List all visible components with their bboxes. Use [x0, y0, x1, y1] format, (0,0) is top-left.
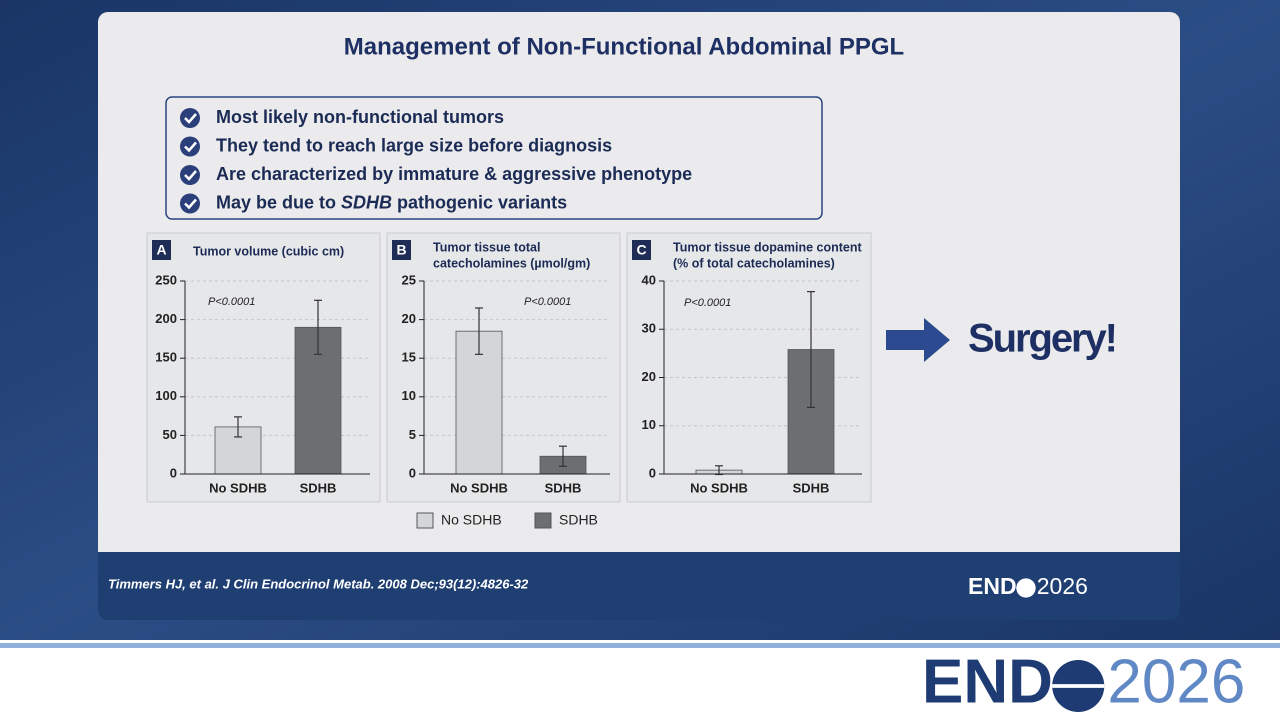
- annotation: P<0.0001: [524, 296, 571, 308]
- chart-title: Tumor tissue dopamine content: [673, 240, 863, 254]
- legend-swatch: [416, 512, 434, 529]
- chart-title: Tumor volume (cubic cm): [193, 244, 344, 258]
- y-tick-label: 100: [155, 388, 177, 403]
- bullet-box: [165, 96, 823, 220]
- y-tick-label: 20: [402, 311, 416, 326]
- check-icon: [180, 136, 200, 157]
- x-tick-label: SDHB: [793, 480, 830, 495]
- panel-letter: C: [636, 242, 646, 258]
- legend-label: SDHB: [559, 512, 598, 528]
- y-tick-label: 0: [170, 465, 177, 480]
- legend-label: No SDHB: [441, 512, 502, 528]
- check-mark: [184, 141, 197, 153]
- bullet-segment: Most likely non-functional tumors: [216, 107, 504, 127]
- citation: Timmers HJ, et al. J Clin Endocrinol Met…: [108, 576, 529, 591]
- y-tick-label: 20: [642, 369, 656, 384]
- check-mark: [184, 170, 197, 181]
- y-tick-label: 250: [155, 272, 177, 287]
- check-icon: [180, 165, 200, 185]
- x-tick-label: SDHB: [545, 480, 582, 495]
- bullet-segment: They tend to reach large size before dia…: [216, 135, 612, 155]
- y-tick-label: 10: [642, 417, 656, 432]
- chart-title: Tumor tissue total: [433, 240, 540, 254]
- panel-letter: A: [156, 242, 166, 258]
- footer-line: [0, 643, 1280, 648]
- arrow: [886, 318, 950, 362]
- bullet-segment: May be due to: [216, 192, 341, 212]
- check-mark: [184, 113, 197, 124]
- y-tick-label: 50: [163, 427, 177, 442]
- panel-letter: B: [396, 242, 406, 258]
- y-tick-label: 30: [642, 321, 656, 336]
- chart-title: (% of total catecholamines): [673, 256, 835, 270]
- bullet-segment: Are characterized by immature & aggressi…: [216, 164, 692, 184]
- big-logo-left: END: [922, 647, 1053, 716]
- y-tick-label: 150: [155, 350, 177, 365]
- y-tick-label: 40: [642, 272, 656, 287]
- bullet-text: Most likely non-functional tumors: [216, 107, 504, 127]
- check-icon: [180, 108, 200, 128]
- chart-title: catecholamines (µmol/gm): [433, 256, 590, 270]
- x-tick-label: No SDHB: [209, 480, 267, 495]
- y-tick-label: 15: [402, 350, 416, 365]
- slide-title: Management of Non-Functional Abdominal P…: [344, 33, 904, 60]
- big-logo-right: 2026: [1107, 647, 1245, 716]
- annotation: P<0.0001: [208, 296, 255, 308]
- check-icon: [180, 193, 200, 214]
- bullet-segment: SDHB: [341, 192, 392, 212]
- y-tick-label: 5: [409, 427, 416, 442]
- bullet-text: Are characterized by immature & aggressi…: [216, 164, 692, 184]
- y-tick-label: 200: [155, 311, 177, 326]
- check-mark: [184, 198, 197, 210]
- legend-swatch: [534, 512, 552, 529]
- y-tick-label: 0: [409, 465, 416, 480]
- bullet-text: May be due to SDHB pathogenic variants: [216, 192, 567, 212]
- chart-panel: [146, 232, 381, 503]
- panel-badge: [152, 240, 171, 260]
- y-tick-label: 25: [402, 272, 416, 287]
- x-tick-label: SDHB: [300, 480, 337, 495]
- panel-badge: [632, 240, 651, 260]
- x-tick-label: No SDHB: [690, 480, 748, 495]
- annotation: P<0.0001: [684, 297, 731, 309]
- bullet-text: They tend to reach large size before dia…: [216, 135, 612, 155]
- panel-badge: [392, 240, 411, 260]
- small-logo-left: END: [968, 573, 1017, 599]
- bullet-segment: pathogenic variants: [392, 192, 567, 212]
- y-tick-label: 10: [402, 388, 416, 403]
- x-tick-label: No SDHB: [450, 480, 508, 495]
- small-logo-right: 2026: [1037, 573, 1088, 599]
- y-tick-label: 0: [649, 465, 656, 480]
- callout: Surgery!: [968, 317, 1118, 361]
